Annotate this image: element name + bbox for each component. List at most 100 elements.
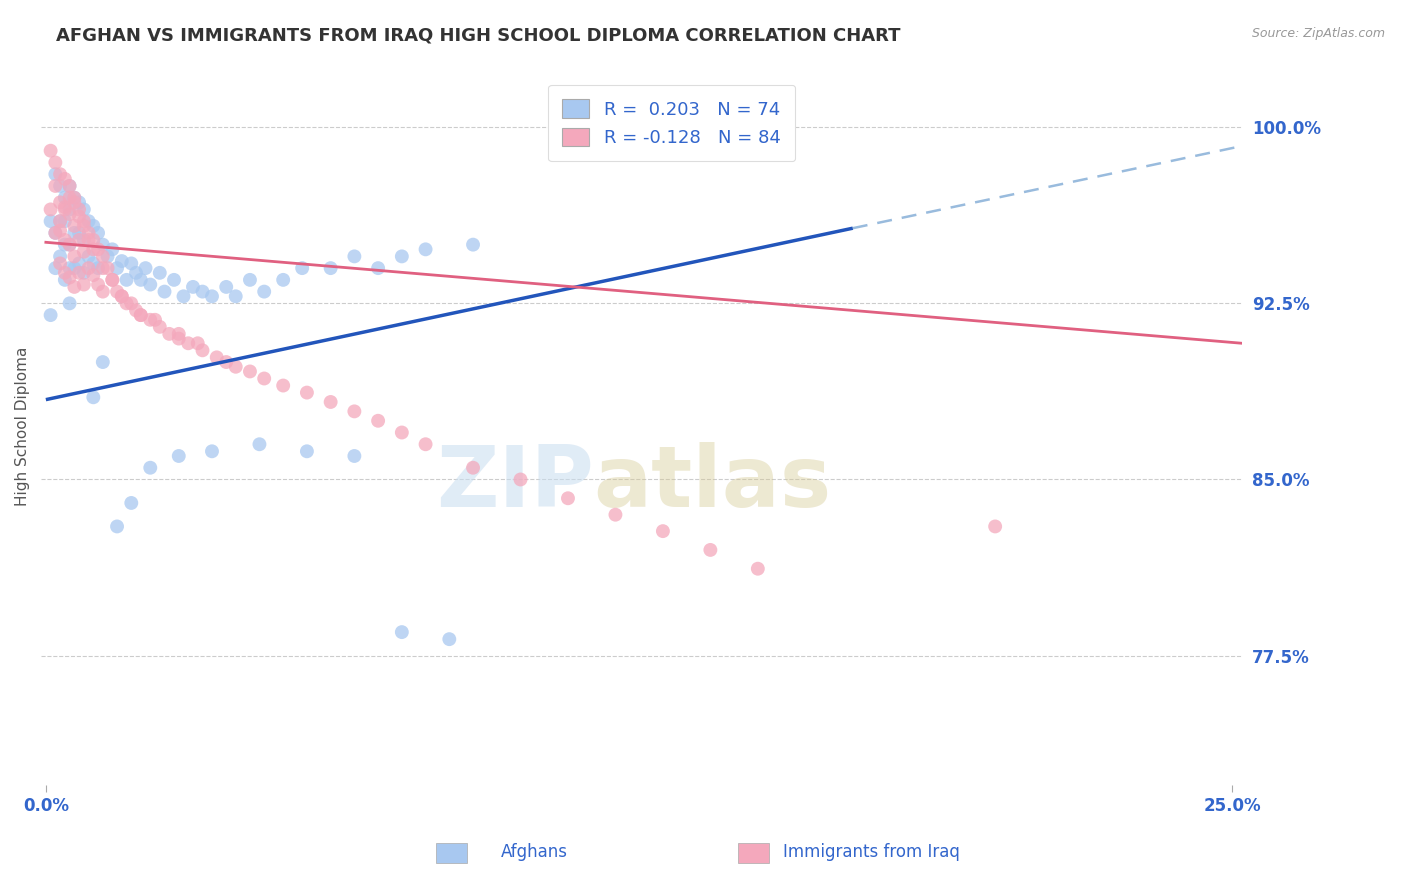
Legend: R =  0.203   N = 74, R = -0.128   N = 84: R = 0.203 N = 74, R = -0.128 N = 84 <box>548 85 796 161</box>
Point <box>699 543 721 558</box>
Point <box>651 524 673 538</box>
Point <box>39 202 62 217</box>
Point <box>367 414 389 428</box>
Point <box>53 202 76 217</box>
Point <box>49 256 72 270</box>
Point <box>167 449 190 463</box>
Point <box>157 326 180 341</box>
Point <box>129 273 152 287</box>
Point <box>120 496 142 510</box>
Point <box>101 243 124 257</box>
Bar <box>436 843 467 863</box>
Point <box>58 202 80 217</box>
Point <box>63 280 86 294</box>
Point <box>58 237 80 252</box>
Point <box>58 178 80 193</box>
Point <box>87 226 110 240</box>
Point <box>91 355 114 369</box>
Text: ZIP: ZIP <box>436 442 593 525</box>
Point <box>271 378 294 392</box>
Point <box>82 390 104 404</box>
Point <box>39 308 62 322</box>
Point <box>53 214 76 228</box>
Point <box>44 178 66 193</box>
Point <box>120 256 142 270</box>
Point <box>39 144 62 158</box>
Point <box>73 202 96 217</box>
Point <box>58 261 80 276</box>
Point <box>120 296 142 310</box>
Point <box>129 308 152 322</box>
Point <box>139 313 162 327</box>
Point <box>53 191 76 205</box>
Point <box>415 437 437 451</box>
Point <box>439 632 461 647</box>
Point <box>73 219 96 233</box>
Point <box>49 167 72 181</box>
Point <box>53 273 76 287</box>
Point <box>105 285 128 299</box>
Point <box>343 449 366 463</box>
Point <box>77 226 100 240</box>
Point <box>73 277 96 292</box>
Point <box>44 226 66 240</box>
Point <box>129 308 152 322</box>
Point <box>415 243 437 257</box>
Point <box>44 261 66 276</box>
Point <box>63 226 86 240</box>
Point <box>149 266 172 280</box>
Point <box>73 244 96 259</box>
Point <box>173 289 195 303</box>
Point <box>58 191 80 205</box>
Point <box>49 214 72 228</box>
Text: AFGHAN VS IMMIGRANTS FROM IRAQ HIGH SCHOOL DIPLOMA CORRELATION CHART: AFGHAN VS IMMIGRANTS FROM IRAQ HIGH SCHO… <box>56 27 901 45</box>
Point <box>343 249 366 263</box>
Point <box>77 214 100 228</box>
Point <box>67 195 90 210</box>
Point <box>153 285 176 299</box>
Point <box>49 249 72 263</box>
Point <box>49 195 72 210</box>
Point <box>557 491 579 506</box>
Point <box>163 273 186 287</box>
Point <box>87 277 110 292</box>
Point <box>461 237 484 252</box>
Point <box>73 233 96 247</box>
Point <box>91 261 114 276</box>
Point <box>239 364 262 378</box>
Point <box>63 195 86 210</box>
Point <box>215 355 238 369</box>
Point <box>201 444 224 458</box>
Point <box>167 326 190 341</box>
Point <box>135 261 157 276</box>
Point <box>391 625 413 640</box>
Point <box>63 219 86 233</box>
Point <box>105 261 128 276</box>
Point <box>225 289 247 303</box>
Point <box>58 237 80 252</box>
Point <box>63 191 86 205</box>
Point <box>747 562 769 576</box>
Point <box>319 395 342 409</box>
Point <box>67 210 90 224</box>
Point <box>101 273 124 287</box>
Text: Source: ZipAtlas.com: Source: ZipAtlas.com <box>1251 27 1385 40</box>
Point <box>201 289 224 303</box>
Point <box>115 296 138 310</box>
Point <box>49 178 72 193</box>
Point <box>53 266 76 280</box>
Point <box>63 261 86 276</box>
Point <box>249 437 271 451</box>
Point <box>181 280 204 294</box>
Point <box>271 273 294 287</box>
Y-axis label: High School Diploma: High School Diploma <box>15 347 30 507</box>
Point <box>58 296 80 310</box>
Point <box>67 266 90 280</box>
Point <box>605 508 627 522</box>
Point <box>44 167 66 181</box>
Point <box>391 249 413 263</box>
Point <box>295 444 318 458</box>
Point <box>984 519 1007 533</box>
Point <box>125 266 148 280</box>
Point <box>125 303 148 318</box>
